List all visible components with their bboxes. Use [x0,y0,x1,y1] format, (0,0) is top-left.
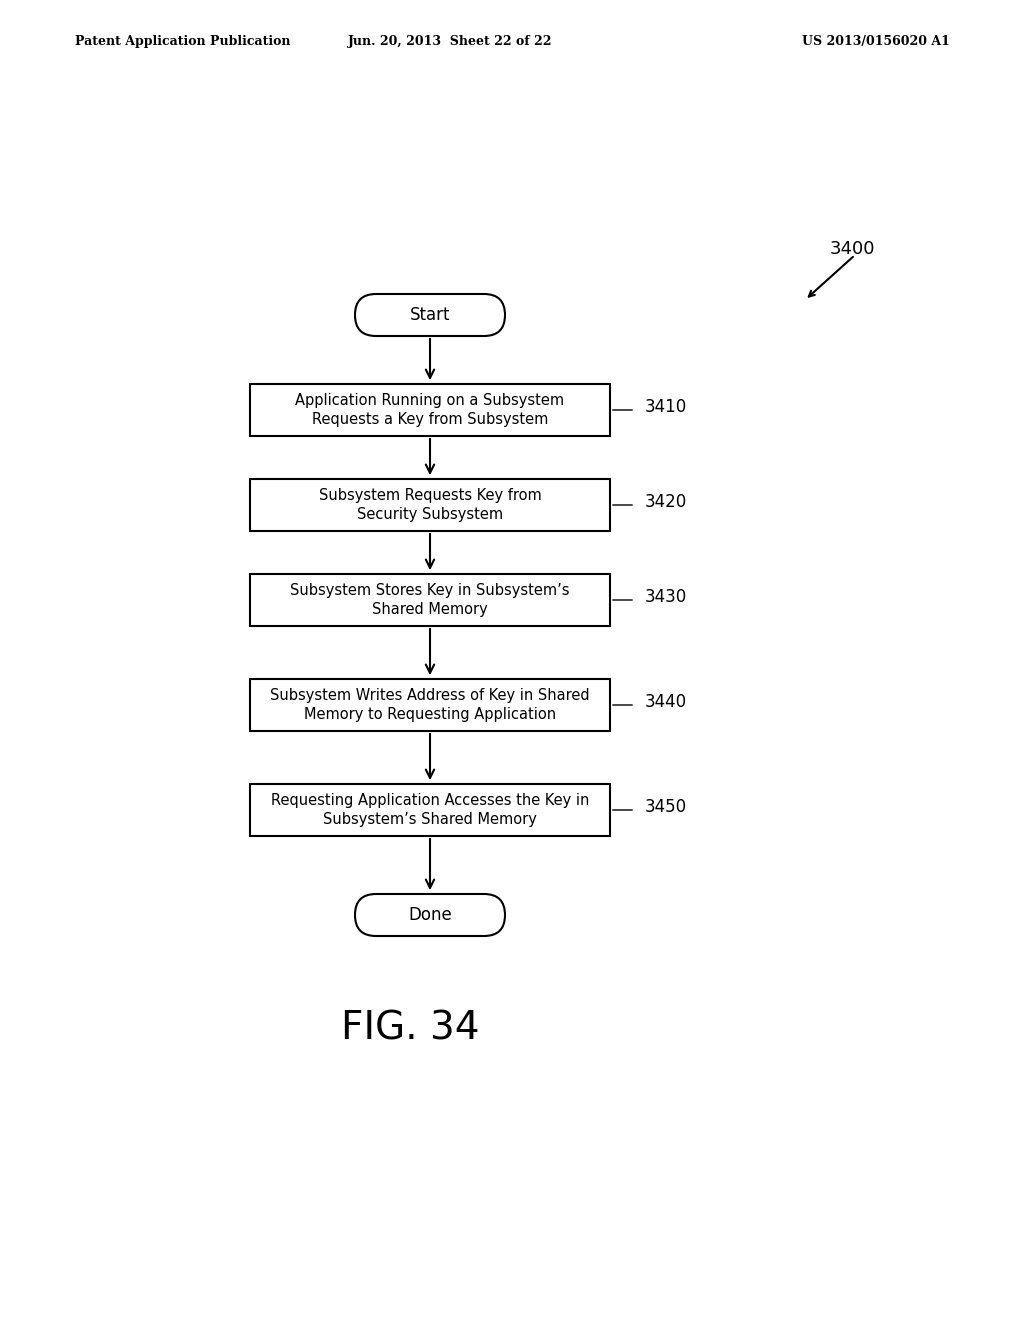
Text: 3400: 3400 [830,240,876,257]
Text: Jun. 20, 2013  Sheet 22 of 22: Jun. 20, 2013 Sheet 22 of 22 [348,36,552,48]
Text: 3410: 3410 [645,399,687,416]
Text: Subsystem Stores Key in Subsystem’s
Shared Memory: Subsystem Stores Key in Subsystem’s Shar… [290,582,569,618]
FancyBboxPatch shape [355,894,505,936]
Text: Subsystem Requests Key from
Security Subsystem: Subsystem Requests Key from Security Sub… [318,487,542,523]
Text: Start: Start [410,306,451,323]
Text: US 2013/0156020 A1: US 2013/0156020 A1 [802,36,950,48]
FancyBboxPatch shape [250,574,610,626]
Text: FIG. 34: FIG. 34 [341,1010,479,1048]
FancyBboxPatch shape [250,479,610,531]
FancyBboxPatch shape [355,294,505,337]
Text: Subsystem Writes Address of Key in Shared
Memory to Requesting Application: Subsystem Writes Address of Key in Share… [270,688,590,722]
Text: 3420: 3420 [645,492,687,511]
FancyBboxPatch shape [250,678,610,731]
Text: Application Running on a Subsystem
Requests a Key from Subsystem: Application Running on a Subsystem Reque… [296,392,564,428]
Text: Patent Application Publication: Patent Application Publication [75,36,291,48]
FancyBboxPatch shape [250,784,610,836]
Text: 3440: 3440 [645,693,687,711]
Text: 3430: 3430 [645,587,687,606]
Text: Requesting Application Accesses the Key in
Subsystem’s Shared Memory: Requesting Application Accesses the Key … [270,792,589,828]
FancyBboxPatch shape [250,384,610,436]
Text: Done: Done [409,906,452,924]
Text: 3450: 3450 [645,799,687,816]
